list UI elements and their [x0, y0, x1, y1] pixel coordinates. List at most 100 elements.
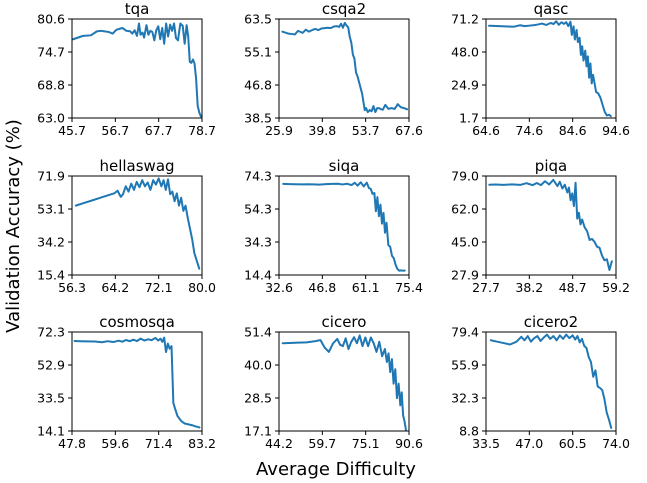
y-tick-label: 27.9: [451, 268, 479, 283]
y-tick-label: 55.1: [244, 45, 272, 60]
x-tick-label: 72.1: [145, 280, 173, 295]
x-tick-label: 59.6: [101, 436, 129, 451]
series-line: [281, 21, 409, 114]
x-tick-label: 78.7: [188, 123, 216, 138]
y-tick-label: 63.0: [37, 111, 65, 126]
x-tick-label: 47.0: [515, 436, 543, 451]
x-tick-label: 56.3: [58, 280, 86, 295]
x-tick-label: 71.4: [145, 436, 173, 451]
y-tick-label: 74.3: [244, 169, 272, 184]
x-tick-label: 47.8: [58, 436, 86, 451]
y-tick-label: 52.9: [37, 358, 65, 373]
y-axis-label: Validation Accuracy (%): [3, 119, 24, 333]
axes-frame: [485, 18, 617, 119]
y-tick-label: 74.7: [37, 45, 65, 60]
y-tick-label: 8.8: [459, 424, 479, 439]
y-tick-label: 1.7: [459, 111, 479, 126]
x-tick-label: 39.8: [308, 123, 336, 138]
axes-frame: [71, 175, 203, 276]
x-tick-label: 61.1: [352, 280, 380, 295]
series-line: [73, 336, 201, 429]
x-tick-label: 56.7: [101, 123, 129, 138]
y-tick-label: 15.4: [37, 268, 65, 283]
subplot-cicero: cicero 44.2 59.7 75.1 90.6 17.1 28.5 40.0 51.4: [244, 313, 423, 451]
x-tick-label: 48.7: [559, 280, 587, 295]
axes-frame: [485, 175, 617, 276]
series-line: [282, 181, 406, 272]
panel-title: siqa: [329, 157, 360, 175]
x-tick-label: 27.7: [472, 280, 500, 295]
subplot-cosmosqa: cosmosqa 47.8 59.6 71.4 83.2 14.1 33.5 52.9 72.3: [37, 313, 216, 451]
panel-title: piqa: [535, 157, 567, 175]
y-tick-label: 45.0: [451, 235, 479, 250]
x-tick-label: 67.7: [145, 123, 173, 138]
subplot-piqa: piqa 27.7 38.2 48.7 59.2 27.9 45.0 62.0 79.0: [451, 157, 630, 295]
subplot-hellaswag: hellaswag 56.3 64.2 72.1 80.0 15.4 34.2 53.1 71.…: [37, 157, 216, 295]
y-tick-label: 34.3: [244, 235, 272, 250]
x-tick-label: 90.6: [395, 436, 423, 451]
y-tick-label: 79.0: [451, 169, 479, 184]
x-tick-label: 25.9: [265, 123, 293, 138]
y-tick-label: 68.8: [37, 78, 65, 93]
x-tick-label: 44.2: [265, 436, 293, 451]
x-tick-label: 46.8: [308, 280, 336, 295]
x-tick-label: 59.2: [602, 280, 630, 295]
series-line: [281, 334, 407, 431]
series-line: [488, 178, 613, 271]
x-tick-label: 64.6: [472, 123, 500, 138]
y-tick-label: 17.1: [244, 424, 272, 439]
subplot-tqa: tqa 45.7 56.7 67.7 78.7 63.0 68.8 74.7 80.6: [37, 0, 216, 138]
x-tick-label: 38.2: [515, 280, 543, 295]
x-tick-label: 45.7: [58, 123, 86, 138]
y-tick-label: 14.1: [37, 424, 65, 439]
y-tick-label: 48.0: [451, 45, 479, 60]
x-tick-label: 94.6: [602, 123, 630, 138]
y-tick-label: 71.2: [451, 12, 479, 27]
axes-frame: [71, 331, 203, 432]
subplot-grid: tqa 45.7 56.7 67.7 78.7 63.0 68.8 74.7 80.6 csqa2…: [37, 0, 630, 451]
axes-frame: [278, 18, 410, 119]
y-tick-label: 34.2: [37, 235, 65, 250]
panel-title: cosmosqa: [99, 313, 175, 331]
y-tick-label: 53.1: [37, 202, 65, 217]
y-tick-label: 72.3: [37, 325, 65, 340]
y-tick-label: 80.6: [37, 12, 65, 27]
y-tick-label: 62.0: [451, 202, 479, 217]
y-tick-label: 40.0: [244, 358, 272, 373]
subplot-cicero2: cicero2 33.5 47.0 60.5 74.0 8.8 32.3 55.9 79.4: [451, 313, 630, 451]
x-tick-label: 74.6: [515, 123, 543, 138]
y-tick-label: 71.9: [37, 169, 65, 184]
y-tick-label: 33.5: [37, 391, 65, 406]
panel-title: csqa2: [322, 0, 366, 18]
x-tick-label: 74.0: [602, 436, 630, 451]
subplot-csqa2: csqa2 25.9 39.8 53.7 67.6 38.5 46.8 55.1 63.5: [244, 0, 423, 138]
axes-frame: [278, 331, 410, 432]
axes-frame: [485, 331, 617, 432]
x-tick-label: 75.4: [395, 280, 423, 295]
y-tick-label: 79.4: [451, 325, 479, 340]
series-line: [488, 20, 612, 118]
x-tick-label: 80.0: [188, 280, 216, 295]
subplot-qasc: qasc 64.6 74.6 84.6 94.6 1.7 24.9 48.0 71.2: [451, 0, 630, 138]
axes-frame: [71, 18, 203, 119]
y-tick-label: 46.8: [244, 78, 272, 93]
y-tick-label: 14.4: [244, 268, 272, 283]
panel-title: tqa: [125, 0, 150, 18]
y-tick-label: 63.5: [244, 12, 272, 27]
x-tick-label: 75.1: [352, 436, 380, 451]
panel-title: qasc: [534, 0, 569, 18]
x-tick-label: 64.2: [101, 280, 129, 295]
x-tick-label: 53.7: [352, 123, 380, 138]
panel-title: hellaswag: [99, 157, 174, 175]
y-tick-label: 24.9: [451, 78, 479, 93]
series-line: [72, 22, 202, 118]
x-tick-label: 32.6: [265, 280, 293, 295]
y-tick-label: 51.4: [244, 325, 272, 340]
axes-frame: [278, 175, 410, 276]
x-tick-label: 67.6: [395, 123, 423, 138]
subplot-siqa: siqa 32.6 46.8 61.1 75.4 14.4 34.3 54.3 74.3: [244, 157, 423, 295]
y-tick-label: 28.5: [244, 391, 272, 406]
series-line: [489, 333, 613, 429]
x-tick-label: 83.2: [188, 436, 216, 451]
